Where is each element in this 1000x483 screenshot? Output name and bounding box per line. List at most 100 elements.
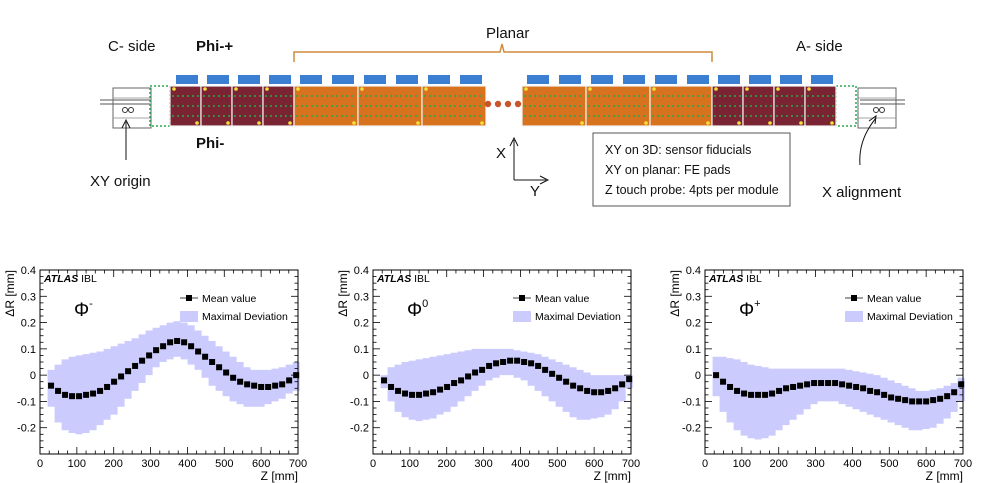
mean-point — [748, 391, 755, 398]
y-tick-label: 0.2 — [354, 318, 369, 330]
axis-x-arrowhead — [509, 136, 519, 147]
mean-point — [104, 383, 111, 390]
x-tick-label: 0 — [370, 458, 376, 470]
fiducial-marker — [296, 87, 300, 91]
fiducial-marker — [195, 121, 199, 125]
mean-point — [265, 383, 272, 390]
mean-point — [160, 343, 167, 350]
mean-point — [272, 382, 279, 389]
legend-deviation-label: Maximal Deviation — [202, 311, 288, 323]
mean-point — [755, 391, 762, 398]
x-tick-label: 100 — [68, 458, 86, 470]
gap-dot — [484, 100, 492, 108]
mean-point — [846, 382, 853, 389]
fiducial-marker — [588, 87, 592, 91]
fe-pad — [238, 75, 260, 84]
fiducial-marker — [203, 87, 207, 91]
mean-point — [727, 383, 734, 390]
gap-dot — [514, 100, 522, 108]
fiducial-marker — [737, 121, 741, 125]
mean-point — [188, 343, 195, 350]
mean-point — [174, 337, 181, 344]
fiducial-marker — [776, 87, 780, 91]
mean-point — [832, 380, 839, 387]
xy-origin-label: XY origin — [90, 173, 151, 190]
fiducial-marker — [424, 87, 428, 91]
mean-point — [237, 378, 244, 385]
module-3d — [773, 85, 806, 127]
mean-point — [202, 353, 209, 360]
mean-point — [797, 382, 804, 389]
axis-y-label: Y — [530, 183, 540, 200]
legend-deviation-swatch — [180, 311, 198, 322]
mean-point — [612, 385, 619, 392]
fiducial-marker — [714, 87, 718, 91]
mean-point — [605, 387, 612, 394]
fe-pad — [718, 75, 740, 84]
mean-point — [430, 389, 437, 396]
mean-point — [944, 393, 951, 400]
mean-point — [825, 380, 832, 387]
mean-point — [769, 390, 776, 397]
mean-point — [388, 383, 395, 390]
x-tick-label: 600 — [252, 458, 270, 470]
y-tick-label: -0.2 — [350, 423, 369, 435]
fiducial-zone-a — [835, 85, 857, 127]
fiducial-marker — [745, 87, 749, 91]
mean-point — [223, 369, 230, 376]
y-axis-label: ΔR [mm] — [3, 270, 17, 317]
phi-label: Φ0 — [407, 298, 428, 321]
fe-pad — [749, 75, 771, 84]
mean-point — [556, 374, 563, 381]
planar-label: Planar — [486, 25, 529, 42]
planar-bracket — [293, 43, 713, 62]
mean-point — [286, 377, 293, 384]
y-tick-label: -0.2 — [17, 423, 36, 435]
atlas-label: ATLAS IBL — [376, 273, 430, 285]
fiducial-marker — [799, 121, 803, 125]
y-tick-label: -0.1 — [17, 396, 36, 408]
fe-pad — [687, 75, 709, 84]
module-3d — [200, 85, 233, 127]
fiducial-marker — [172, 87, 176, 91]
mean-point — [69, 393, 76, 400]
y-tick-label: 0.2 — [686, 318, 701, 330]
x-tick-label: 100 — [401, 458, 419, 470]
mean-point — [132, 362, 139, 369]
fe-pad — [207, 75, 229, 84]
fe-pad — [269, 75, 291, 84]
mean-point — [55, 387, 62, 394]
axis-y-arrowhead — [539, 175, 550, 185]
x-tick-label: 300 — [474, 458, 492, 470]
fiducial-marker — [524, 87, 528, 91]
diagram-legend-box — [592, 132, 791, 207]
y-axis-label: ΔR [mm] — [668, 270, 682, 317]
y-tick-label: 0.4 — [21, 265, 36, 277]
fe-pad — [176, 75, 198, 84]
mean-point — [584, 387, 591, 394]
x-axis-label: Z [mm] — [926, 469, 963, 483]
x-alignment-label: X alignment — [822, 184, 902, 201]
fiducial-marker — [830, 121, 834, 125]
mean-point — [472, 369, 479, 376]
x-tick-label: 200 — [438, 458, 456, 470]
fiducial-marker — [226, 121, 230, 125]
mean-point — [521, 359, 528, 365]
y-tick-label: 0 — [695, 370, 701, 382]
deviation-band — [712, 356, 965, 440]
mean-point — [909, 398, 916, 405]
fiducial-marker — [265, 87, 269, 91]
y-tick-label: 0.1 — [686, 344, 701, 356]
stave-end-c — [100, 87, 152, 129]
fiducial-marker — [288, 121, 292, 125]
fe-pad — [811, 75, 833, 84]
mean-point — [598, 389, 605, 396]
phi-minus-label: Phi- — [196, 135, 224, 152]
x-tick-label: 400 — [511, 458, 529, 470]
mean-point — [776, 387, 783, 394]
x-tick-label: 200 — [770, 458, 788, 470]
mean-point — [535, 362, 542, 369]
mean-point — [507, 357, 514, 364]
mean-point — [888, 394, 895, 401]
x-tick-label: 500 — [215, 458, 233, 470]
